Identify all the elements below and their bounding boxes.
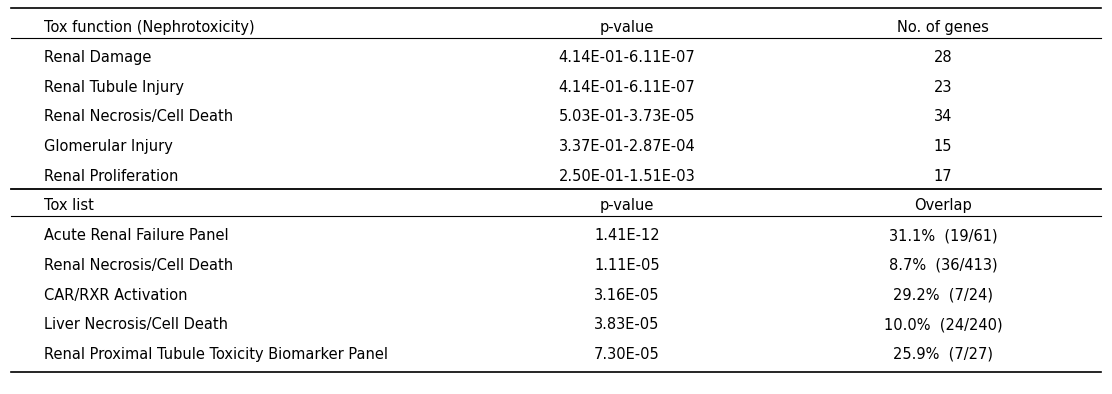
Text: 4.14E-01-6.11E-07: 4.14E-01-6.11E-07 — [558, 50, 695, 65]
Text: 1.41E-12: 1.41E-12 — [594, 228, 659, 243]
Text: Renal Proliferation: Renal Proliferation — [43, 169, 178, 184]
Text: 5.03E-01-3.73E-05: 5.03E-01-3.73E-05 — [558, 109, 695, 124]
Text: 7.30E-05: 7.30E-05 — [594, 347, 659, 362]
Text: Glomerular Injury: Glomerular Injury — [43, 139, 172, 154]
Text: Overlap: Overlap — [914, 199, 972, 214]
Text: Tox list: Tox list — [43, 199, 93, 214]
Text: p-value: p-value — [599, 199, 654, 214]
Text: 3.83E-05: 3.83E-05 — [594, 317, 659, 332]
Text: Renal Necrosis/Cell Death: Renal Necrosis/Cell Death — [43, 258, 232, 273]
Text: 10.0%  (24/240): 10.0% (24/240) — [884, 317, 1002, 332]
Text: 4.14E-01-6.11E-07: 4.14E-01-6.11E-07 — [558, 80, 695, 95]
Text: 1.11E-05: 1.11E-05 — [594, 258, 659, 273]
Text: 15: 15 — [934, 139, 952, 154]
Text: 3.37E-01-2.87E-04: 3.37E-01-2.87E-04 — [558, 139, 695, 154]
Text: 8.7%  (36/413): 8.7% (36/413) — [888, 258, 997, 273]
Text: 25.9%  (7/27): 25.9% (7/27) — [893, 347, 993, 362]
Text: Renal Proximal Tubule Toxicity Biomarker Panel: Renal Proximal Tubule Toxicity Biomarker… — [43, 347, 388, 362]
Text: No. of genes: No. of genes — [897, 20, 989, 35]
Text: 17: 17 — [934, 169, 952, 184]
Text: p-value: p-value — [599, 20, 654, 35]
Text: Renal Necrosis/Cell Death: Renal Necrosis/Cell Death — [43, 109, 232, 124]
Text: 31.1%  (19/61): 31.1% (19/61) — [888, 228, 997, 243]
Text: 3.16E-05: 3.16E-05 — [594, 288, 659, 303]
Text: Liver Necrosis/Cell Death: Liver Necrosis/Cell Death — [43, 317, 228, 332]
Text: 28: 28 — [934, 50, 952, 65]
Text: Renal Tubule Injury: Renal Tubule Injury — [43, 80, 183, 95]
Text: Renal Damage: Renal Damage — [43, 50, 151, 65]
Text: Acute Renal Failure Panel: Acute Renal Failure Panel — [43, 228, 228, 243]
Text: 23: 23 — [934, 80, 952, 95]
Text: 2.50E-01-1.51E-03: 2.50E-01-1.51E-03 — [558, 169, 695, 184]
Text: CAR/RXR Activation: CAR/RXR Activation — [43, 288, 187, 303]
Text: 34: 34 — [934, 109, 952, 124]
Text: 29.2%  (7/24): 29.2% (7/24) — [893, 288, 993, 303]
Text: Tox function (Nephrotoxicity): Tox function (Nephrotoxicity) — [43, 20, 255, 35]
